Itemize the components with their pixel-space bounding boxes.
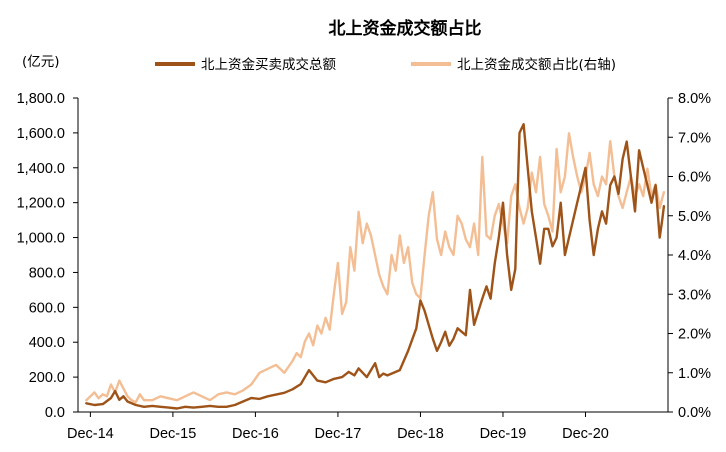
series-group — [85, 123, 666, 410]
x-tick-label: Dec-20 — [562, 426, 609, 442]
y-left-tick-label: 600.0 — [29, 300, 65, 316]
y-left-tick-label: 1,400.0 — [17, 161, 65, 177]
y-left-tick-label: 1,200.0 — [17, 196, 65, 212]
y-left-tick-label: 400.0 — [29, 335, 65, 351]
y-left-unit-label: (亿元) — [22, 54, 60, 70]
series-line-trade-volume — [85, 123, 666, 410]
y-left-tick-label: 1,600.0 — [17, 126, 65, 142]
x-tick-label: Dec-14 — [67, 426, 114, 442]
axes: 0.0 200.0 400.0 600.0 800.0 1,000.0 1,200.0 1,4… — [17, 91, 712, 442]
y-right-tick-label: 5.0% — [678, 209, 711, 225]
legend: 北上资金买卖成交总额 北上资金成交额占比(右轴) — [155, 56, 616, 73]
y-right-tick-label: 2.0% — [678, 327, 711, 343]
y-left-tick-label: 0.0 — [45, 405, 65, 421]
x-tick-label: Dec-19 — [480, 426, 527, 442]
legend-label-share-ratio: 北上资金成交额占比(右轴) — [457, 56, 616, 73]
x-tick-label: Dec-17 — [315, 426, 362, 442]
legend-label-trade-volume: 北上资金买卖成交总额 — [201, 56, 336, 73]
y-right-tick-label: 8.0% — [678, 91, 711, 107]
y-right-tick-label: 1.0% — [678, 366, 711, 382]
y-left-tick-label: 1,000.0 — [17, 231, 65, 247]
y-right-tick-label: 3.0% — [678, 287, 711, 303]
x-tick-label: Dec-15 — [150, 426, 197, 442]
x-tick-label: Dec-16 — [232, 426, 279, 442]
y-left-tick-label: 1,800.0 — [17, 91, 65, 107]
y-right-tick-label: 6.0% — [678, 170, 711, 186]
y-left-tick-label: 800.0 — [29, 265, 65, 281]
y-right-tick-label: 4.0% — [678, 248, 711, 264]
series-line-share-ratio — [85, 132, 666, 404]
y-right-tick-label: 0.0% — [678, 405, 711, 421]
chart-title: 北上资金成交额占比 — [329, 18, 482, 39]
y-right-tick-label: 7.0% — [678, 130, 711, 146]
y-left-tick-label: 200.0 — [29, 370, 65, 386]
x-tick-label: Dec-18 — [397, 426, 444, 442]
